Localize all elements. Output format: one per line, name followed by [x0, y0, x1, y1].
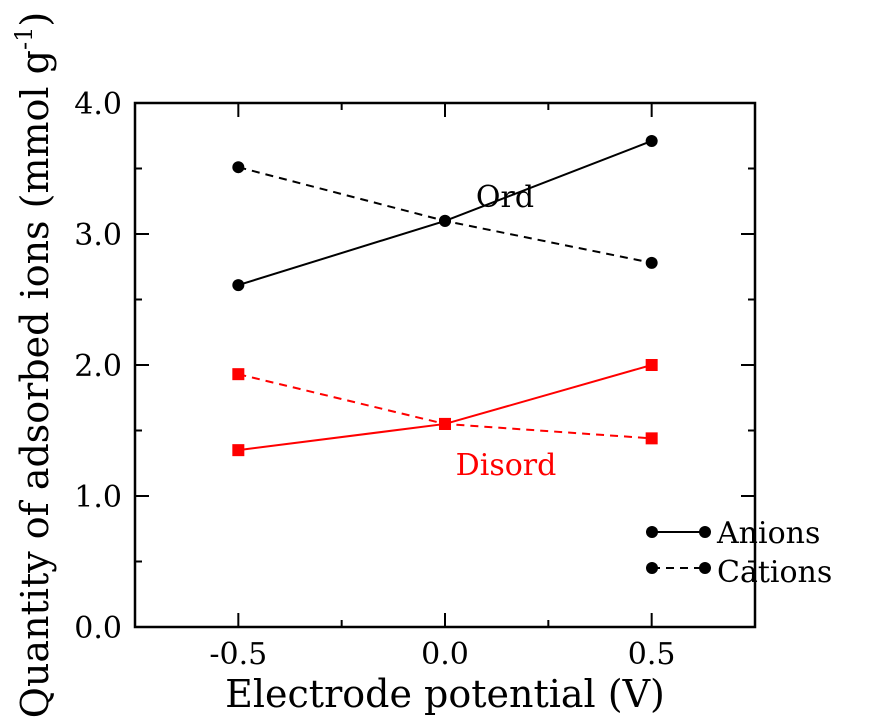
data-point-disord-cations — [439, 417, 451, 430]
y-axis-title-close: ) — [13, 12, 57, 27]
series-lines — [238, 140, 653, 452]
y-tick-label: 1.0 — [74, 480, 122, 515]
y-axis-title: Quantity of adsorbed ions (mmol g-1) — [10, 12, 57, 718]
x-axis-title: Electrode potential (V) — [225, 672, 665, 716]
data-point-ord-cations — [645, 256, 658, 269]
annotation-ord: Ord — [476, 180, 534, 215]
legend-marker-anions-right — [699, 526, 711, 538]
series-line-disord-anions — [238, 364, 652, 452]
legend-label-cations: Cations — [717, 555, 832, 590]
data-point-ord-cations — [232, 161, 245, 174]
data-point-disord-cations — [645, 432, 658, 445]
y-tick-label: 2.0 — [74, 349, 122, 384]
legend: Anions Cations — [646, 516, 832, 590]
y-tick-label: 0.0 — [74, 611, 122, 646]
legend-marker-cations-right — [699, 562, 711, 574]
data-point-ord-anions — [232, 279, 245, 292]
legend-marker-anions-left — [646, 526, 658, 538]
series-markers — [232, 134, 658, 457]
data-point-disord-anions — [232, 444, 245, 457]
series-line-ord-anions — [238, 140, 653, 287]
axis-tick-labels: -0.5 0.0 0.5 0.0 1.0 2.0 3.0 4.0 — [74, 87, 675, 672]
data-point-ord-cations — [439, 214, 451, 227]
annotation-disord: Disord — [456, 448, 557, 483]
x-tick-label: 0.5 — [628, 637, 676, 672]
legend-label-anions: Anions — [716, 516, 820, 551]
y-tick-label: 3.0 — [74, 218, 122, 253]
y-axis-title-main: Quantity of adsorbed ions (mmol g — [13, 50, 57, 718]
y-tick-label: 4.0 — [74, 87, 122, 122]
plot-frame — [133, 101, 757, 629]
legend-marker-cations-left — [646, 562, 658, 574]
data-point-ord-anions — [645, 134, 658, 147]
data-point-disord-cations — [232, 368, 245, 381]
axis-ticks — [134, 102, 756, 628]
x-tick-label: 0.0 — [421, 637, 469, 672]
x-tick-label: -0.5 — [209, 637, 267, 672]
y-axis-title-superscript: -1 — [10, 27, 38, 50]
data-point-disord-anions — [645, 359, 658, 371]
